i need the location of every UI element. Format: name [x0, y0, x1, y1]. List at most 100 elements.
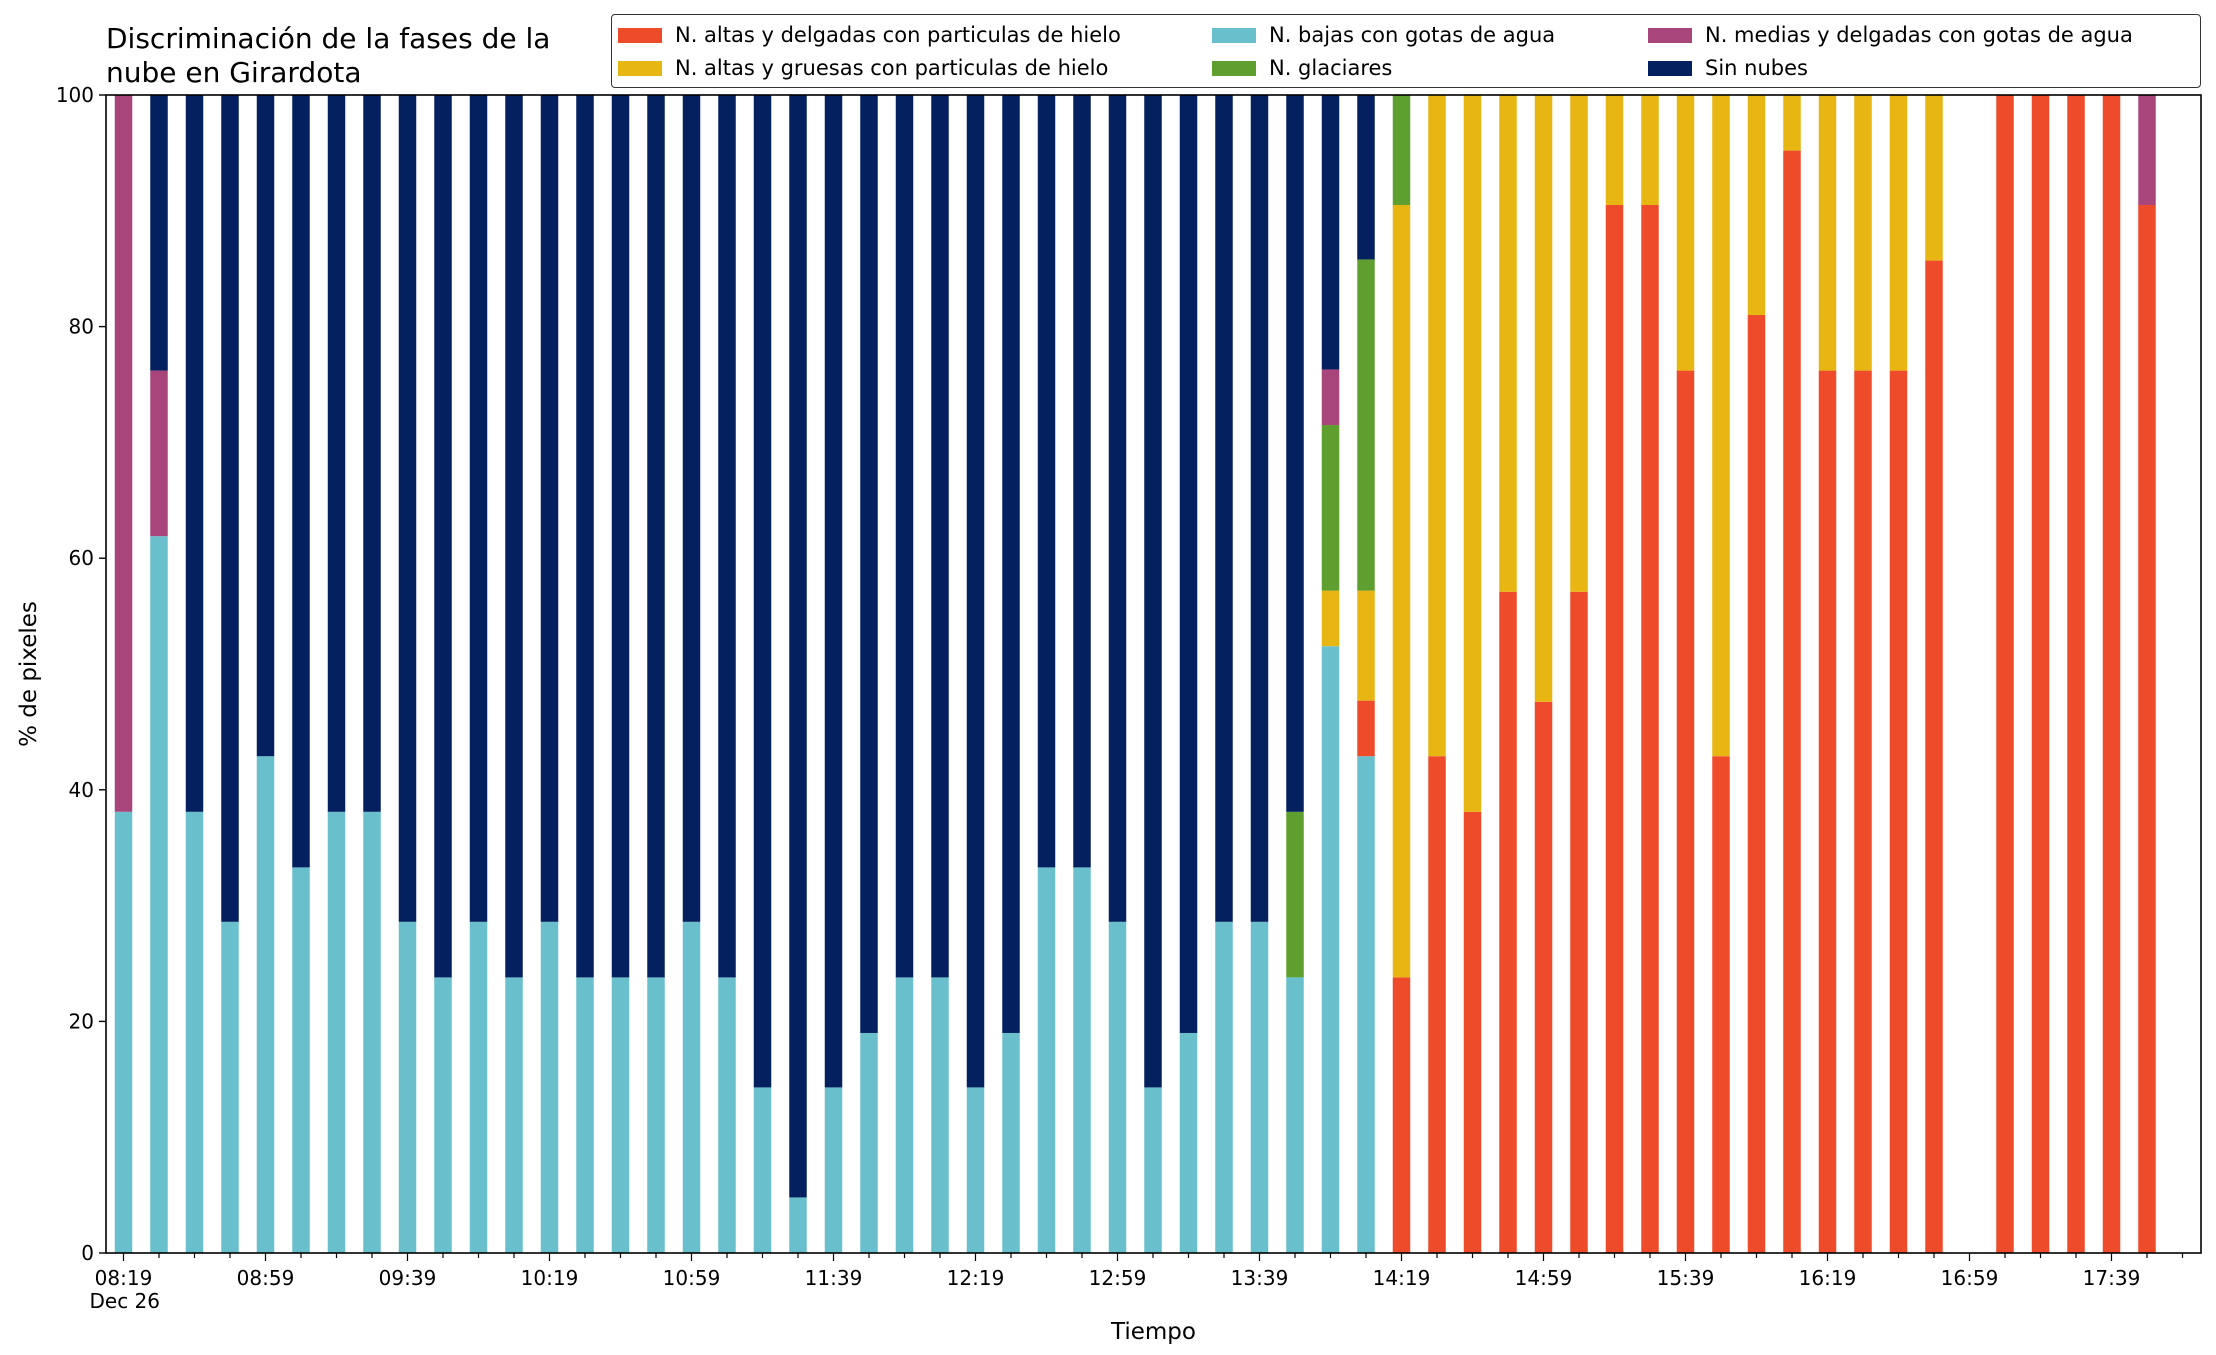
bar-segment — [647, 977, 665, 1253]
bar-segment — [256, 95, 275, 757]
bar-segment — [1073, 867, 1091, 1253]
bar-segment — [1321, 95, 1340, 370]
bar-segment — [718, 95, 736, 978]
bar-segment — [1676, 370, 1695, 1254]
x-tick-label: 14:19 — [1373, 1266, 1431, 1290]
bar-segment — [540, 95, 559, 922]
bars-layer — [114, 95, 2156, 1254]
bar-segment — [1215, 95, 1233, 922]
bar-segment — [1605, 95, 1624, 206]
bar-segment — [1179, 1032, 1198, 1253]
bar-segment — [1499, 591, 1517, 1253]
bar-segment — [114, 95, 133, 812]
legend-label: N. altas y gruesas con particulas de hie… — [675, 56, 1109, 80]
bar-segment — [1286, 811, 1304, 978]
bar-segment — [753, 1087, 772, 1253]
legend-item: Sin nubes — [1648, 53, 1808, 83]
bar-segment — [1392, 205, 1411, 978]
bar-segment — [1179, 95, 1198, 1033]
bar-segment — [1925, 260, 1943, 1254]
bar-segment — [647, 95, 665, 978]
bar-segment — [150, 370, 168, 537]
legend-item: N. medias y delgadas con gotas de agua — [1648, 20, 2133, 50]
bar-segment — [1463, 95, 1482, 812]
x-tick-label: 17:39 — [2083, 1266, 2141, 1290]
bar-segment — [682, 921, 701, 1253]
bar-segment — [1428, 756, 1446, 1253]
bar-segment — [682, 95, 701, 922]
bar-segment — [434, 977, 452, 1253]
bar-segment — [1002, 95, 1020, 1033]
x-tick-label: 16:19 — [1799, 1266, 1857, 1290]
bar-segment — [505, 95, 523, 978]
bar-segment — [327, 95, 346, 812]
bar-segment — [221, 921, 239, 1253]
bar-segment — [1570, 95, 1588, 592]
bar-segment — [1215, 921, 1233, 1253]
bar-segment — [789, 95, 807, 1198]
bar-segment — [1605, 205, 1624, 1253]
bar-segment — [2102, 95, 2121, 1253]
bar-segment — [2138, 95, 2156, 206]
bar-segment — [2138, 205, 2156, 1253]
bar-segment — [469, 921, 488, 1253]
legend-swatch — [1648, 27, 1692, 43]
legend-label: N. medias y delgadas con gotas de agua — [1705, 23, 2133, 47]
bar-segment — [1037, 867, 1056, 1253]
bar-segment — [1534, 701, 1553, 1253]
bar-segment — [1357, 590, 1375, 701]
bar-segment — [824, 1087, 843, 1253]
bar-segment — [824, 95, 843, 1088]
legend-label: N. glaciares — [1269, 56, 1393, 80]
bar-segment — [1854, 95, 1872, 371]
bar-segment — [292, 867, 310, 1253]
bar-segment — [1321, 369, 1340, 426]
bar-segment — [1286, 977, 1304, 1253]
x-tick-label: 11:39 — [805, 1266, 863, 1290]
bar-segment — [1250, 95, 1269, 922]
bar-segment — [1286, 95, 1304, 812]
bar-segment — [185, 811, 204, 1253]
bar-segment — [1747, 95, 1766, 316]
x-tick-label: 12:59 — [1089, 1266, 1147, 1290]
bar-segment — [398, 921, 417, 1253]
y-tick-label: 0 — [81, 1241, 94, 1265]
bar-segment — [1250, 921, 1269, 1253]
bar-segment — [895, 95, 914, 978]
bar-segment — [1641, 95, 1659, 206]
bar-segment — [1073, 95, 1091, 868]
x-tick-label: Dec 26 — [90, 1289, 161, 1313]
bar-segment — [398, 95, 417, 922]
bar-segment — [1747, 315, 1766, 1253]
bar-segment — [540, 921, 559, 1253]
bar-segment — [1570, 591, 1588, 1253]
bar-segment — [150, 95, 168, 371]
bar-segment — [1641, 205, 1659, 1253]
bar-segment — [256, 756, 275, 1253]
bar-segment — [718, 977, 736, 1253]
bar-segment — [1321, 425, 1340, 591]
bar-segment — [1357, 95, 1375, 260]
bar-segment — [2067, 95, 2085, 1253]
chart-title: Discriminación de la fases de la nube en… — [106, 22, 551, 89]
legend-item: N. bajas con gotas de agua — [1212, 20, 1555, 50]
y-axis-title: % de pixeles — [16, 601, 42, 747]
legend-item: N. altas y gruesas con particulas de hie… — [618, 53, 1108, 83]
bar-segment — [1925, 95, 1943, 261]
bar-segment — [860, 95, 878, 1033]
bar-segment — [1889, 370, 1908, 1254]
bar-segment — [434, 95, 452, 978]
bar-segment — [1463, 811, 1482, 1253]
bar-segment — [1144, 1087, 1162, 1253]
bar-segment — [966, 1087, 985, 1253]
bar-segment — [150, 536, 168, 1253]
bar-segment — [1854, 370, 1872, 1254]
bar-segment — [1108, 921, 1127, 1253]
bar-segment — [1002, 1032, 1020, 1253]
y-tick-label: 80 — [69, 315, 94, 339]
y-tick-label: 100 — [56, 83, 94, 107]
bar-segment — [1108, 95, 1127, 922]
bar-segment — [505, 977, 523, 1253]
bar-segment — [114, 811, 133, 1253]
